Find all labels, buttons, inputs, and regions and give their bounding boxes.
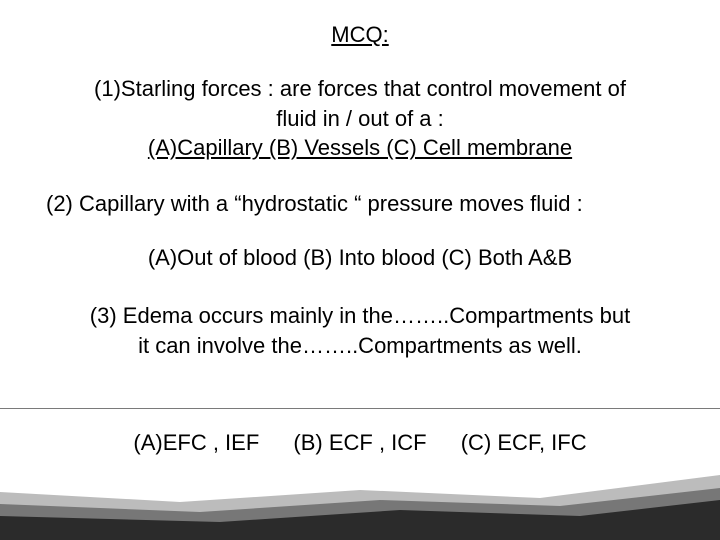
q1-line1: (1)Starling forces : are forces that con… <box>40 74 680 104</box>
slide-container: MCQ: (1)Starling forces : are forces tha… <box>0 0 720 540</box>
decorative-shadow <box>0 470 720 540</box>
q3-option-b: (B) ECF , ICF <box>293 430 426 455</box>
q3-option-a: (A)EFC , IEF <box>133 430 259 455</box>
q1-options: (A)Capillary (B) Vessels (C) Cell membra… <box>40 133 680 163</box>
q1-line2: fluid in / out of a : <box>40 104 680 134</box>
q3-option-c: (C) ECF, IFC <box>461 430 587 455</box>
question-3: (3) Edema occurs mainly in the……..Compar… <box>40 301 680 360</box>
slide-title: MCQ: <box>40 22 680 48</box>
question-2-options: (A)Out of blood (B) Into blood (C) Both … <box>40 245 680 271</box>
question-3-options: (A)EFC , IEF (B) ECF , ICF (C) ECF, IFC <box>0 430 720 456</box>
q3-line1: (3) Edema occurs mainly in the……..Compar… <box>50 301 670 331</box>
divider-line <box>0 408 720 409</box>
q3-line2: it can involve the……..Compartments as we… <box>50 331 670 361</box>
question-1: (1)Starling forces : are forces that con… <box>40 74 680 163</box>
question-2-stem: (2) Capillary with a “hydrostatic “ pres… <box>40 191 680 217</box>
